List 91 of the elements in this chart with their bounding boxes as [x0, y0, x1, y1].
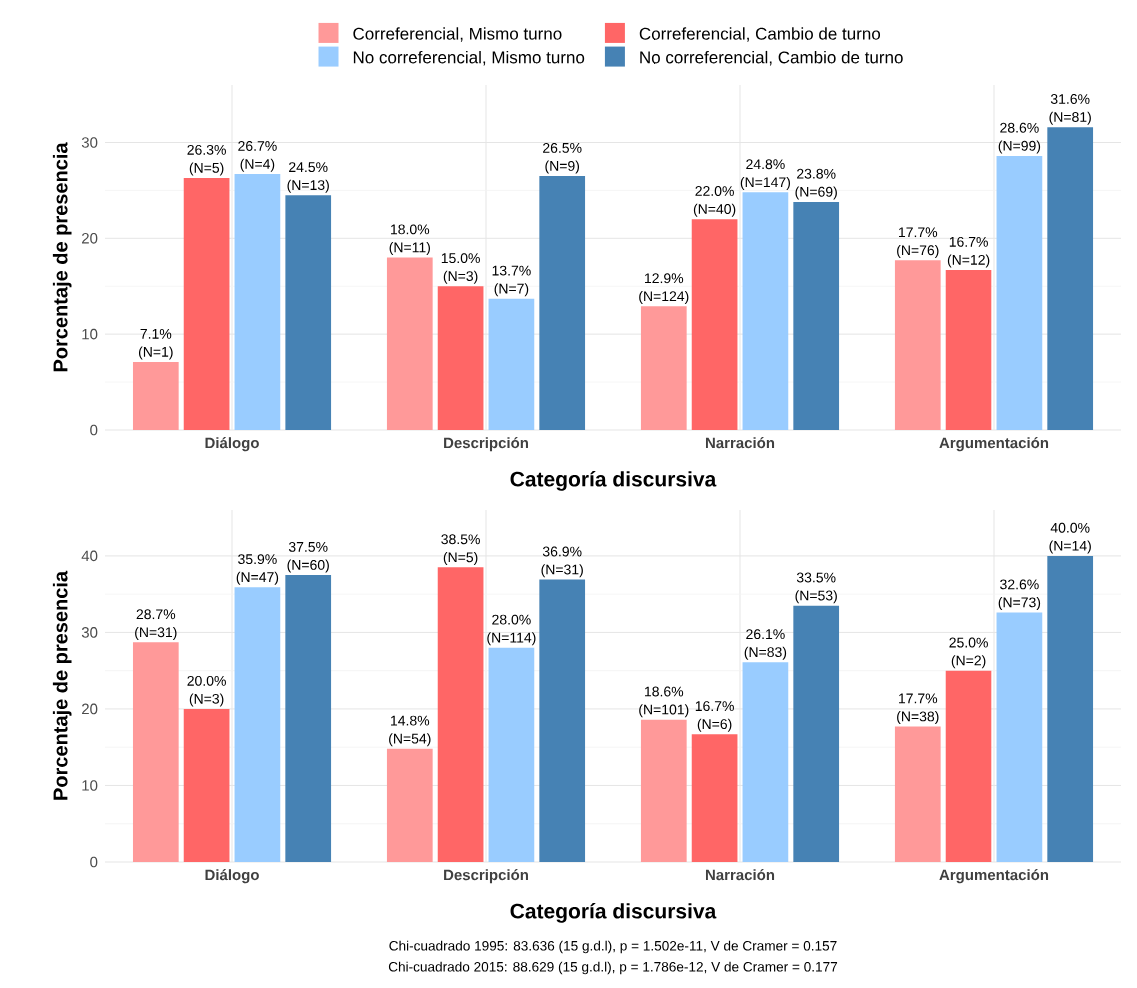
y-tick-label: 10 — [82, 328, 98, 340]
bar — [234, 174, 281, 430]
legend-label: Correferencial, Cambio de turno — [639, 27, 881, 42]
bar — [1047, 127, 1094, 430]
x-tick-label: Narración — [705, 869, 775, 881]
y-tick-label: 30 — [81, 137, 98, 148]
text: Chi-cuadrado 2015: 88.629 (15 g.d.l), p = 1.786e-12, V de Cramer = 0.177 — [388, 961, 838, 975]
bar — [183, 177, 230, 430]
data-label: 28.6% (N=99) — [998, 122, 1041, 154]
data-label: 26.1% (N=83) — [744, 629, 787, 660]
bar — [488, 298, 535, 430]
data-label: 33.5% (N=53) — [795, 572, 837, 604]
data-label: 32.6% (N=73) — [998, 579, 1041, 611]
data-label: 25.0% (N=2) — [949, 637, 988, 669]
y-tick-label: 20 — [82, 233, 98, 244]
data-label: 37.5% (N=60) — [287, 541, 329, 573]
bar — [386, 748, 433, 862]
x-tick-label: Argumentación — [939, 437, 1049, 452]
data-label: 26.3% (N=5) — [187, 144, 226, 176]
bar — [640, 719, 687, 862]
data-label: 28.7% (N=31) — [135, 609, 177, 640]
bar — [894, 726, 941, 862]
bar — [386, 257, 433, 430]
bar — [793, 201, 840, 430]
y-axis-title: Porcentaje de presencia — [52, 570, 72, 800]
data-label: 22.0% (N=40) — [693, 186, 736, 217]
bar — [742, 192, 789, 430]
legend-label: No correferencial, Mismo turno — [353, 50, 585, 66]
bar — [234, 587, 281, 862]
x-axis-title: Categoría discursiva — [510, 902, 717, 923]
y-tick-label: 40 — [81, 550, 98, 562]
bar — [691, 734, 738, 862]
bar — [996, 155, 1043, 430]
bar — [691, 219, 738, 430]
bar — [285, 575, 332, 862]
data-label: 15.0% (N=3) — [441, 253, 480, 284]
bar — [1047, 555, 1094, 862]
data-label: 35.9% (N=47) — [236, 554, 279, 585]
y-tick-label: 0 — [90, 424, 98, 436]
data-label: 26.7% (N=4) — [238, 141, 277, 172]
bar — [793, 605, 840, 862]
x-tick-label: Argumentación — [939, 869, 1049, 884]
bar — [640, 306, 687, 430]
bar — [945, 269, 992, 430]
bar — [742, 662, 789, 862]
data-label: 24.5% (N=13) — [287, 162, 329, 193]
data-label: 18.6% (N=101) — [639, 686, 689, 718]
x-tick-label: Diálogo — [205, 869, 259, 884]
bar — [539, 176, 586, 430]
x-axis-title: Categoría discursiva — [510, 470, 717, 491]
bar — [945, 670, 992, 862]
data-label: 28.0% (N=114) — [487, 614, 536, 646]
data-label: 38.5% (N=5) — [441, 534, 480, 565]
x-tick-label: Descripción — [444, 437, 528, 452]
bar — [488, 647, 535, 862]
y-tick-label: 10 — [82, 780, 98, 791]
bar — [437, 286, 484, 430]
data-label: 26.5% (N=9) — [543, 142, 582, 174]
y-tick-label: 30 — [81, 627, 98, 638]
data-label: 16.7% (N=6) — [695, 701, 734, 732]
bar — [132, 361, 179, 430]
data-label: 20.0% (N=3) — [187, 675, 226, 707]
data-label: 13.7% (N=7) — [492, 265, 531, 297]
bar — [285, 195, 332, 430]
data-label: 40.0% (N=14) — [1049, 522, 1091, 554]
data-label: 24.8% (N=147) — [740, 159, 790, 190]
data-label: 17.7% (N=76) — [897, 227, 939, 258]
y-tick-label: 20 — [82, 703, 98, 715]
bar — [996, 612, 1043, 862]
data-label: 18.0% (N=11) — [389, 224, 430, 256]
data-label: 17.7% (N=38) — [897, 693, 939, 725]
bar — [183, 708, 230, 862]
x-tick-label: Descripción — [444, 869, 528, 884]
data-label: 16.7% (N=12) — [947, 236, 990, 268]
data-label: 7.1% (N=1) — [138, 328, 173, 360]
data-label: 14.8% (N=54) — [389, 715, 431, 747]
y-axis-title: Porcentaje de presencia — [52, 142, 72, 372]
y-tick-label: 0 — [90, 856, 98, 868]
legend-label: Correferencial, Mismo turno — [353, 27, 562, 42]
data-label: 36.9% (N=31) — [541, 546, 583, 578]
x-tick-label: Diálogo — [205, 437, 259, 452]
bar — [539, 579, 586, 862]
legend-label: No correferencial, Cambio de turno — [640, 50, 903, 66]
text: Chi-cuadrado 1995: 83.636 (15 g.d.l), p = 1.502e-11, V de Cramer = 0.157 — [389, 940, 837, 954]
x-tick-label: Narración — [705, 437, 775, 449]
bar — [894, 260, 941, 430]
data-label: 12.9% (N=124) — [639, 273, 689, 304]
data-label: 31.6% (N=81) — [1049, 94, 1091, 125]
bar — [132, 642, 179, 862]
bar — [437, 567, 484, 862]
data-label: 23.8% (N=69) — [795, 168, 837, 200]
